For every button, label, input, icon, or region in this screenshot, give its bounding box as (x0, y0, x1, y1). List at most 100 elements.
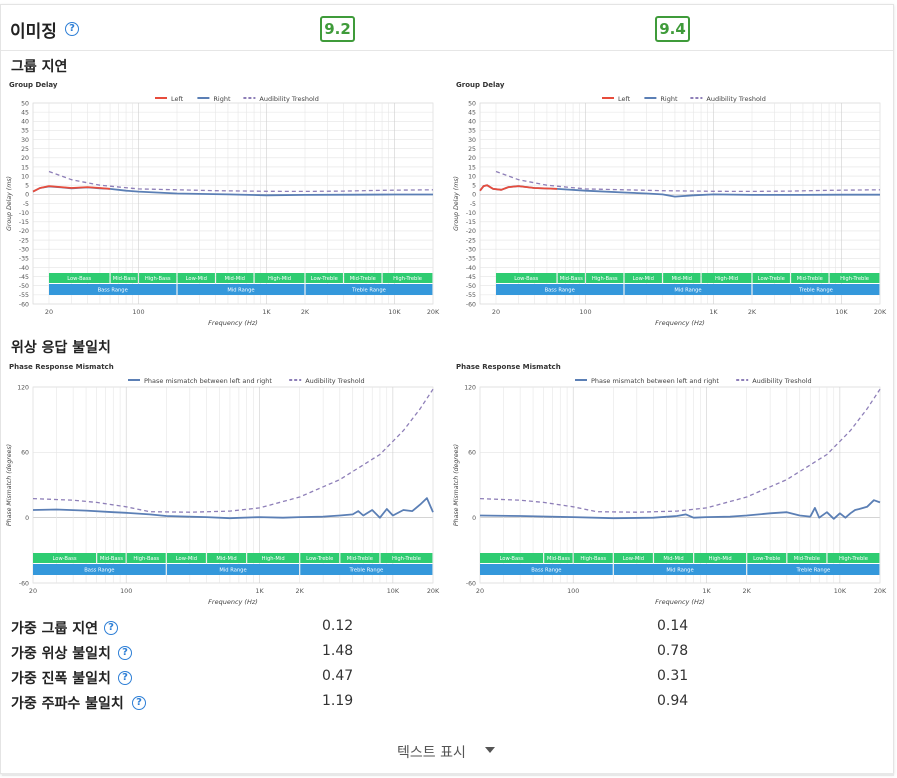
y-tick-label: 15 (21, 164, 29, 171)
series-line-audibility-treshold (48, 170, 434, 193)
range-band-bottom (747, 564, 880, 575)
help-circle-icon[interactable]: ? (118, 671, 132, 685)
series-line-left (479, 184, 558, 192)
x-tick-label: 2K (301, 308, 310, 316)
group-delay-chart-right: Group Delay Left Right Audibility Treshold 5… (453, 81, 887, 327)
range-band-bottom (305, 284, 433, 295)
range-band-label: High-Bass (592, 276, 618, 282)
range-band-top (747, 553, 787, 563)
series-line-audibility-treshold (495, 170, 881, 193)
x-tick-label: 100 (579, 308, 591, 316)
range-band-label: Low-Bass (514, 276, 538, 282)
help-circle-icon[interactable]: ? (132, 696, 146, 710)
y-axis-label: Phase Mismatch (degrees) (5, 444, 13, 526)
x-tick-label: 1K (255, 587, 264, 595)
range-band-label: Low-Bass (499, 556, 523, 562)
score-badge-left: 9.2 (320, 16, 355, 42)
x-tick-label: 1K (702, 587, 711, 595)
y-tick-label: -50 (466, 283, 476, 290)
metric-value-left: 0.47 (322, 668, 354, 684)
range-band-top (33, 553, 97, 563)
chart-title: Phase Response Mismatch (9, 363, 114, 371)
range-band-top (663, 273, 701, 283)
range-band-bottom (624, 284, 752, 295)
header-row: 이미징 ? 9.2 9.4 (1, 5, 893, 51)
range-band-label: Low-Treble (753, 556, 780, 562)
x-tick-label: 10K (387, 587, 400, 595)
y-tick-label: 60 (21, 450, 29, 457)
y-tick-label: 35 (468, 128, 476, 135)
range-band-top (382, 273, 433, 283)
range-band-top (110, 273, 138, 283)
range-band-bottom (495, 284, 624, 295)
range-band-top (752, 273, 790, 283)
y-tick-label: -15 (466, 219, 476, 226)
range-band-bottom (166, 564, 300, 575)
range-band-label: Mid-Treble (794, 556, 820, 562)
range-band-bottom (177, 284, 305, 295)
range-band-top (380, 553, 433, 563)
caret-down-icon[interactable] (485, 747, 495, 753)
range-band-top (694, 553, 747, 563)
y-axis-label: Phase Mismatch (degrees) (452, 444, 460, 526)
range-band-label: Mid Range (666, 568, 693, 574)
y-tick-label: -10 (466, 210, 476, 217)
x-tick-label: 100 (132, 308, 144, 316)
x-tick-label: 10K (388, 308, 401, 316)
y-tick-label: 30 (468, 137, 476, 144)
y-tick-label: -55 (466, 292, 476, 299)
range-band-label: Treble Range (351, 288, 386, 294)
y-tick-label: -30 (466, 246, 476, 253)
help-circle-icon[interactable]: ? (104, 621, 118, 635)
range-band-label: Low-Bass (52, 556, 76, 562)
x-tick-label: 2K (748, 308, 757, 316)
y-tick-label: 25 (21, 146, 29, 153)
range-band-label: Low-Mid (623, 556, 644, 562)
x-tick-label: 20 (492, 308, 500, 316)
y-tick-label: -5 (470, 201, 476, 208)
legend-label: Audibility Treshold (752, 377, 811, 385)
range-band-label: Treble Range (349, 568, 384, 574)
range-band-bottom (48, 284, 177, 295)
y-tick-label: -30 (19, 246, 29, 253)
range-band-top (126, 553, 166, 563)
group-delay-subtitle: 그룹 지연 (11, 59, 68, 75)
x-tick-label: 10K (835, 308, 848, 316)
metric-label: 가중 위상 불일치 (11, 646, 111, 662)
help-circle-icon[interactable]: ? (65, 22, 79, 36)
range-band-label: Treble Range (796, 568, 831, 574)
range-band-label: Treble Range (798, 288, 833, 294)
range-band-label: High-Mid (715, 276, 738, 282)
y-tick-label: 5 (472, 183, 476, 190)
x-tick-label: 10K (834, 587, 847, 595)
range-band-top (254, 273, 305, 283)
range-band-top (654, 553, 694, 563)
metric-label: 가중 진폭 불일치 (11, 671, 111, 687)
range-band-top (340, 553, 380, 563)
y-tick-label: -25 (466, 237, 476, 244)
range-band-top (216, 273, 254, 283)
y-tick-label: -25 (19, 237, 29, 244)
y-tick-label: 30 (21, 137, 29, 144)
x-tick-label: 1K (262, 308, 271, 316)
y-tick-label: 40 (468, 119, 476, 126)
legend-label: Audibility Treshold (305, 377, 364, 385)
range-band-top (139, 273, 177, 283)
range-band-label: Mid-Treble (347, 556, 373, 562)
y-tick-label: -15 (19, 219, 29, 226)
x-axis-label: Frequency (Hz) (655, 319, 705, 327)
imaging-card: 이미징 ? 9.2 9.4 그룹 지연 위상 응답 불일치 Group Dela… (0, 4, 894, 776)
range-band-label: High-Mid (709, 556, 732, 562)
x-tick-label: 20 (29, 587, 37, 595)
range-band-label: High-Treble (392, 556, 421, 562)
show-text-button[interactable]: 텍스트 표시 (397, 745, 466, 761)
x-tick-label: 20 (476, 587, 484, 595)
help-circle-icon[interactable]: ? (118, 646, 132, 660)
x-axis-label: Frequency (Hz) (208, 319, 258, 327)
range-band-label: Low-Treble (758, 276, 785, 282)
phase-mismatch-chart-left: Phase Response Mismatch Phase mismatch be… (5, 363, 440, 606)
y-tick-label: 15 (468, 164, 476, 171)
range-band-top (787, 553, 827, 563)
y-tick-label: -60 (19, 301, 29, 308)
range-band-top (305, 273, 343, 283)
